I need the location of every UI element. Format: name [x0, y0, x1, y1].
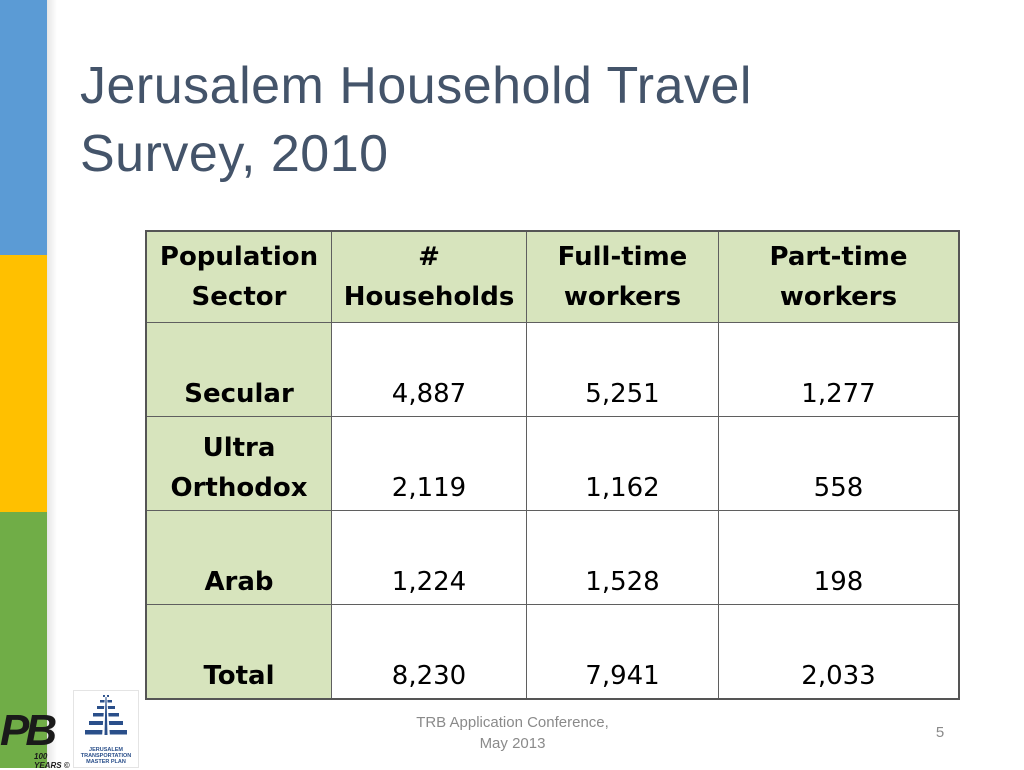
slide-title-line1: Jerusalem Household Travel — [80, 57, 752, 115]
row-sector: Ultra Orthodox — [145, 416, 332, 511]
pb-logo: PB 100 YEARS © — [0, 706, 70, 770]
pb-logo-years: 100 YEARS © — [34, 752, 70, 770]
cell-part-time: 1,277 — [718, 322, 960, 417]
footer-line2: May 2013 — [479, 735, 546, 752]
header-full-time-workers: Full-time workers — [526, 230, 719, 323]
slide-footer: TRB Application Conference, May 2013 — [380, 712, 645, 754]
row-sector: Total — [145, 604, 332, 700]
cell-households: 4,887 — [331, 322, 527, 417]
table-row: Arab 1,224 1,528 198 — [145, 510, 960, 605]
cell-full-time: 7,941 — [526, 604, 719, 700]
cell-part-time: 198 — [718, 510, 960, 605]
cell-households: 1,224 — [331, 510, 527, 605]
cell-part-time: 558 — [718, 416, 960, 511]
pb-logo-letters: PB — [0, 706, 57, 755]
table-header-row: Population Sector # Households Full-time… — [145, 230, 960, 323]
page-number: 5 — [935, 724, 945, 741]
cell-households: 2,119 — [331, 416, 527, 511]
jerusalem-transportation-master-plan-logo: JERUSALEM TRANSPORTATION MASTER PLAN — [73, 690, 139, 768]
header-part-time-workers: Part-time workers — [718, 230, 960, 323]
footer-line1: TRB Application Conference, — [416, 714, 609, 731]
slide-title-line2: Survey, 2010 — [80, 125, 389, 183]
side-accent-blue — [0, 0, 47, 255]
jtmp-logo-line1: JERUSALEM — [89, 747, 123, 753]
cell-full-time: 1,528 — [526, 510, 719, 605]
table-row: Ultra Orthodox 2,119 1,162 558 — [145, 416, 960, 511]
jtmp-logo-line2: TRANSPORTATION — [80, 753, 132, 759]
road-emblem-icon — [85, 695, 127, 737]
header-population-sector: Population Sector — [145, 230, 332, 323]
table-row: Secular 4,887 5,251 1,277 — [145, 322, 960, 417]
jtmp-logo-line3: MASTER PLAN — [86, 759, 126, 765]
header-households: # Households — [331, 230, 527, 323]
side-accent-green — [0, 512, 47, 768]
table-row: Total 8,230 7,941 2,033 — [145, 604, 960, 700]
cell-full-time: 5,251 — [526, 322, 719, 417]
cell-full-time: 1,162 — [526, 416, 719, 511]
row-sector: Arab — [145, 510, 332, 605]
cell-part-time: 2,033 — [718, 604, 960, 700]
jtmp-logo-text: JERUSALEM TRANSPORTATION MASTER PLAN — [74, 747, 138, 765]
row-sector: Secular — [145, 322, 332, 417]
survey-table: Population Sector # Households Full-time… — [145, 230, 960, 700]
cell-households: 8,230 — [331, 604, 527, 700]
side-accent-yellow — [0, 255, 47, 512]
side-shadow — [47, 0, 57, 768]
slide-title: Jerusalem Household Travel Survey, 2010 — [80, 52, 980, 188]
